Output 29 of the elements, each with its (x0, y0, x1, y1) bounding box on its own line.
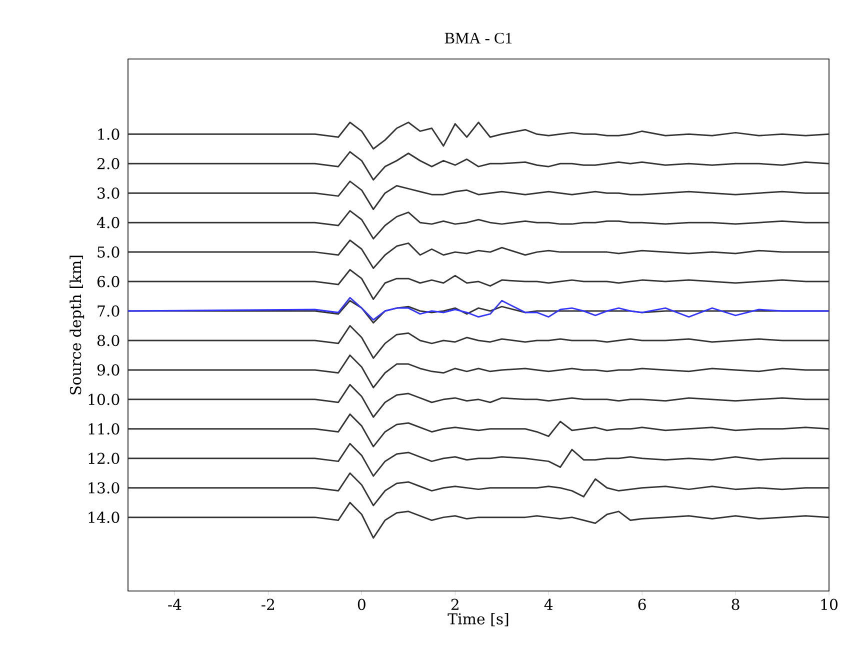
line-series (127, 122, 830, 150)
y-tick-label: 14.0 (88, 512, 120, 523)
y-tick-label: 6.0 (97, 276, 120, 288)
y-tick-label: 8.0 (97, 334, 120, 346)
y-tick-label: 1.0 (98, 128, 120, 140)
line-series (127, 354, 830, 388)
x-axis-title: Time [s] (448, 612, 508, 626)
line-series (127, 210, 830, 240)
y-axis-title: Source depth [km] (70, 256, 84, 394)
y-tick-label: 12.0 (88, 452, 120, 464)
x-tick-label: 8 (732, 598, 740, 610)
x-tick-label: -2 (262, 598, 274, 610)
x-tick-label: 4 (544, 598, 553, 610)
y-tick-label: 4.0 (96, 216, 120, 228)
x-tick-label: 0 (358, 598, 366, 610)
y-tick-label: 11.0 (88, 423, 120, 435)
y-tick-label: 9.0 (97, 364, 120, 376)
x-tick-label: 10 (821, 598, 838, 610)
x-tick-label: -4 (168, 598, 182, 610)
y-tick-label: 10.0 (88, 394, 120, 406)
x-tick-label: 6 (638, 598, 646, 610)
line-series (127, 180, 830, 210)
y-tick-label: 5.0 (98, 246, 120, 258)
chart-title: BMA - C1 (444, 32, 512, 44)
y-tick-label: 2.0 (97, 158, 120, 170)
y-tick-label: 13.0 (88, 482, 120, 494)
y-tick-label: 7.0 (98, 305, 120, 317)
x-tick-label: 2 (451, 598, 458, 610)
y-tick-label: 3.0 (98, 187, 120, 199)
